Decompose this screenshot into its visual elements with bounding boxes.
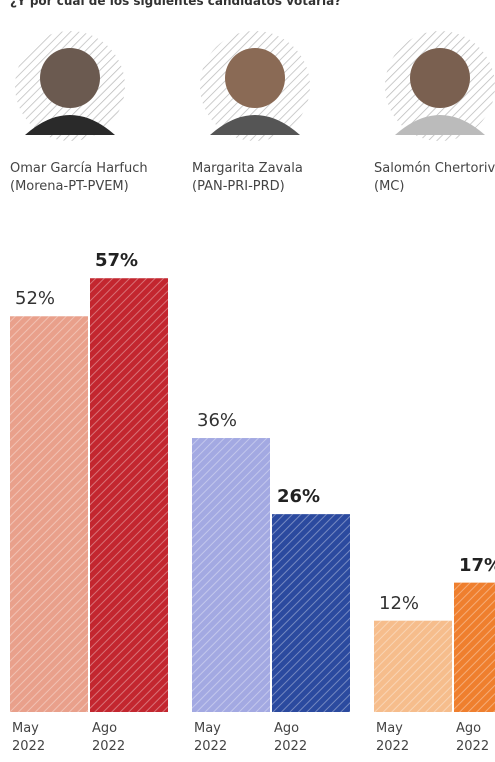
photo [200, 31, 310, 141]
value-label: 12% [379, 592, 420, 614]
period-label: Ago 2022 [92, 721, 126, 754]
period-label: May 2022 [194, 721, 228, 754]
value-label: 17% [459, 554, 495, 576]
bar-hatch [10, 316, 88, 712]
period-label: May 2022 [12, 721, 46, 754]
value-label: 26% [277, 486, 321, 508]
bar-hatch [90, 278, 168, 712]
value-label: 52% [15, 288, 56, 310]
period-label: May 2022 [376, 721, 410, 754]
subtitle: ¿Y por cuál de los siguientes candidatos… [10, 0, 342, 8]
photo [15, 31, 125, 141]
candidate-name: Margarita Zavala (PAN-PRI-PRD) [192, 161, 303, 194]
bar-hatch [454, 582, 495, 712]
bar-hatch [192, 438, 270, 712]
bar-hatch [272, 514, 350, 712]
value-label: 36% [197, 410, 238, 432]
period-label: Ago 2022 [456, 721, 490, 754]
period-label: Ago 2022 [274, 721, 308, 754]
photo [385, 31, 495, 141]
candidate-name: Salomón Chertorivski (MC) [374, 161, 495, 194]
candidate-name: Omar García Harfuch (Morena-PT-PVEM) [10, 161, 148, 194]
value-label: 57% [95, 250, 139, 272]
bar-hatch [374, 620, 452, 712]
